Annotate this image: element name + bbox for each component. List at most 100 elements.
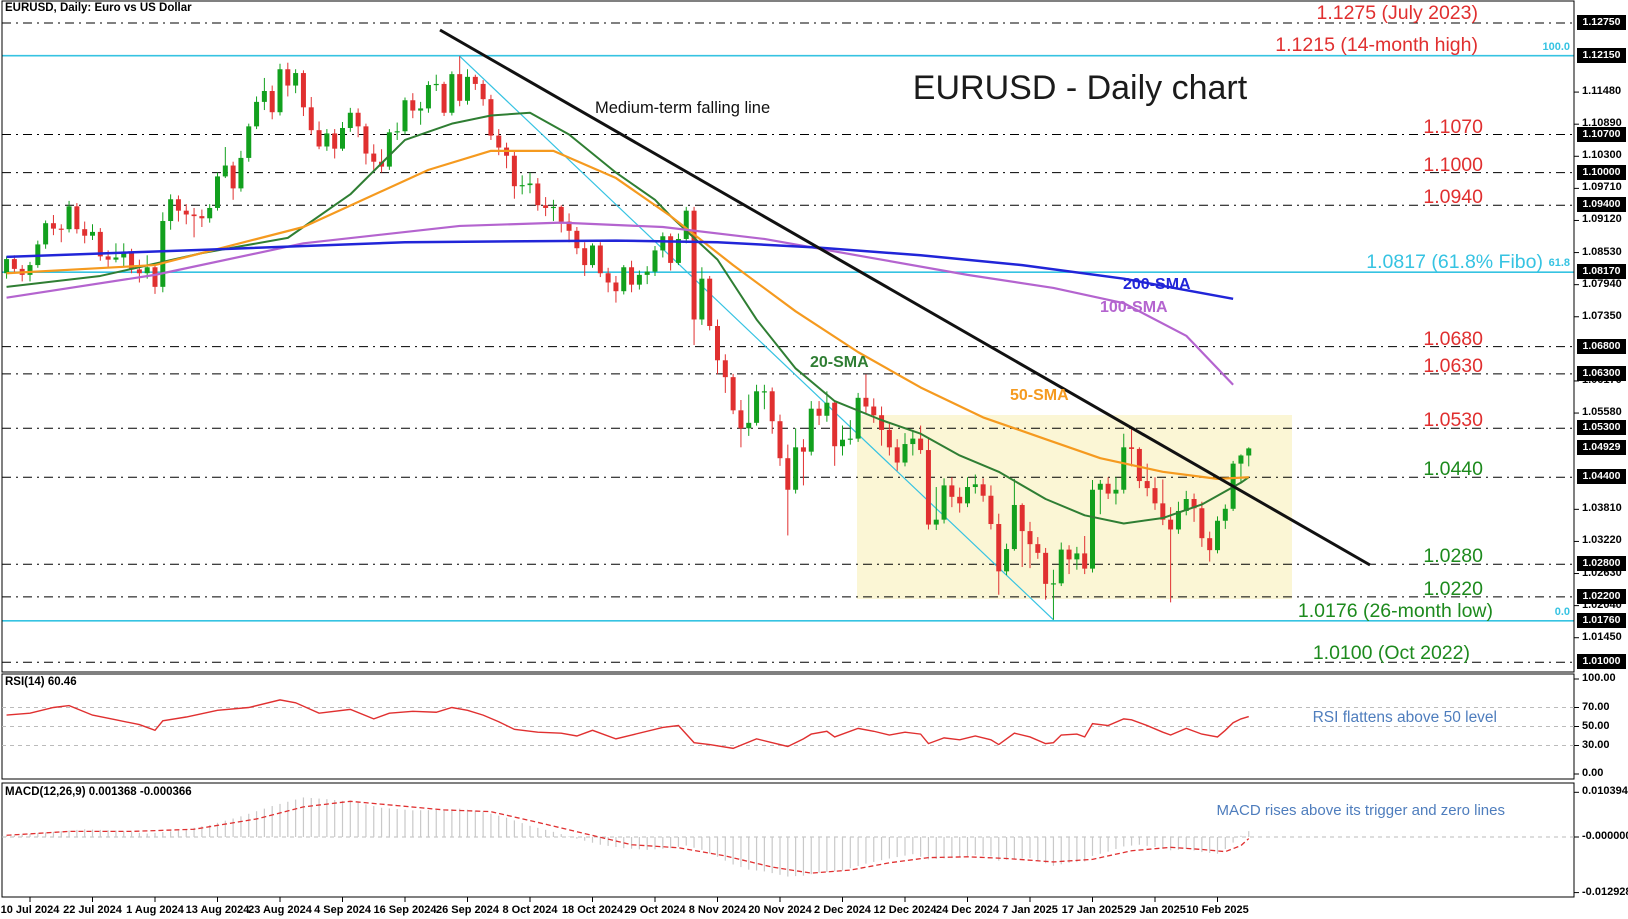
candle <box>800 447 806 452</box>
candle <box>582 248 588 266</box>
candle <box>199 216 205 219</box>
candle <box>441 83 447 113</box>
candle <box>511 155 517 187</box>
candle <box>1121 447 1127 490</box>
candle <box>1050 583 1056 585</box>
candle <box>215 176 220 208</box>
candle <box>1105 483 1111 494</box>
macd-annotation: MACD rises above its trigger and zero li… <box>1216 802 1505 819</box>
price-axis-label: 1.05580 <box>1582 406 1622 419</box>
candle <box>465 76 470 101</box>
price-axis-highlight-label: 1.06300 <box>1577 365 1626 381</box>
price-axis-highlight-label: 1.01000 <box>1577 654 1626 670</box>
rsi-axis-label: 50.00 <box>1582 719 1610 732</box>
rsi-indicator-header: RSI(14) 60.46 <box>5 676 77 688</box>
date-label: 26 Sep 2024 <box>436 904 499 916</box>
candle <box>715 326 720 361</box>
candle <box>347 112 353 128</box>
candle <box>1090 489 1095 569</box>
rsi-axis-label: 0.00 <box>1582 767 1604 779</box>
price-axis-label: 1.10890 <box>1582 117 1622 130</box>
sma-50-label: 50-SMA <box>1010 387 1069 404</box>
candle <box>730 377 736 411</box>
candle <box>1160 503 1166 520</box>
candle <box>808 408 814 452</box>
candle <box>191 214 197 217</box>
candle <box>535 183 541 206</box>
candle <box>590 245 595 266</box>
candle <box>90 231 95 236</box>
level-label: 1.0680 <box>1423 327 1483 350</box>
trendline-label: Medium-term falling line <box>595 99 771 117</box>
candle <box>668 236 674 263</box>
date-label: 20 Nov 2024 <box>748 904 812 916</box>
fibo-percent-label: 0.0 <box>1554 605 1570 618</box>
price-axis-highlight-label: 1.06800 <box>1577 338 1626 354</box>
candle <box>832 402 838 447</box>
sma-20-label: 20-SMA <box>810 354 869 371</box>
candle <box>1074 553 1080 560</box>
price-axis-label: 1.03220 <box>1582 534 1622 547</box>
price-axis-highlight-label: 1.10700 <box>1577 126 1626 142</box>
candle <box>269 91 275 113</box>
symbol-label: EURUSD, Daily: Euro vs US Dollar <box>5 2 192 14</box>
rsi-axis-label: 30.00 <box>1582 738 1610 751</box>
price-axis-highlight-label: 1.10000 <box>1577 164 1626 180</box>
candle <box>957 496 963 504</box>
level-label: 1.0440 <box>1423 458 1483 481</box>
candle <box>340 127 345 149</box>
price-axis-highlight-label: 1.08170 <box>1577 264 1626 280</box>
candle <box>769 391 775 422</box>
date-label: 8 Nov 2024 <box>688 904 747 916</box>
level-label: 1.0530 <box>1423 409 1483 432</box>
candle <box>761 391 767 393</box>
sma-100-line <box>6 221 1234 386</box>
candle <box>605 273 611 283</box>
candle <box>550 206 556 209</box>
candle <box>285 69 291 86</box>
candle <box>394 131 400 133</box>
price-axis-label: 1.09710 <box>1582 181 1622 194</box>
rsi-annotation: RSI flattens above 50 level <box>1312 709 1497 726</box>
candle <box>246 126 252 158</box>
date-label: 10 Feb 2025 <box>1186 904 1249 916</box>
candle <box>207 207 213 219</box>
level-label: 1.0940 <box>1423 186 1483 209</box>
candle <box>785 458 791 490</box>
date-label: 4 Sep 2024 <box>314 904 371 916</box>
date-label: 2 Dec 2024 <box>814 904 871 916</box>
candle <box>488 99 494 136</box>
macd-histogram <box>5 797 1250 877</box>
candle <box>160 221 166 287</box>
candle <box>113 257 119 260</box>
candle <box>636 274 642 285</box>
candle <box>925 450 931 525</box>
candle <box>746 422 752 429</box>
candle <box>449 74 455 113</box>
candle <box>457 74 463 101</box>
date-label: 29 Jan 2025 <box>1124 904 1186 916</box>
candle <box>4 259 10 274</box>
level-label: 1.0630 <box>1423 354 1483 377</box>
rsi-axis-label: 100.00 <box>1582 672 1616 684</box>
price-axis-label: 1.07350 <box>1582 309 1622 322</box>
candle <box>293 73 299 86</box>
trendline <box>439 28 1371 567</box>
price-axis-highlight-label: 1.12150 <box>1577 47 1626 63</box>
sma-200-line <box>6 239 1234 301</box>
candle <box>105 256 111 260</box>
date-label: 8 Oct 2024 <box>502 904 558 916</box>
candle <box>1097 483 1103 490</box>
candle <box>972 484 978 488</box>
price-axis-label: 1.07940 <box>1582 277 1622 290</box>
candle <box>1129 447 1135 449</box>
level-label: 1.1000 <box>1423 153 1483 176</box>
candle <box>222 165 228 177</box>
price-axis-highlight-label: 1.01760 <box>1577 612 1626 628</box>
candle <box>1113 489 1119 494</box>
candle <box>82 229 88 236</box>
sma-50-line <box>6 149 1249 480</box>
candle <box>277 69 283 113</box>
